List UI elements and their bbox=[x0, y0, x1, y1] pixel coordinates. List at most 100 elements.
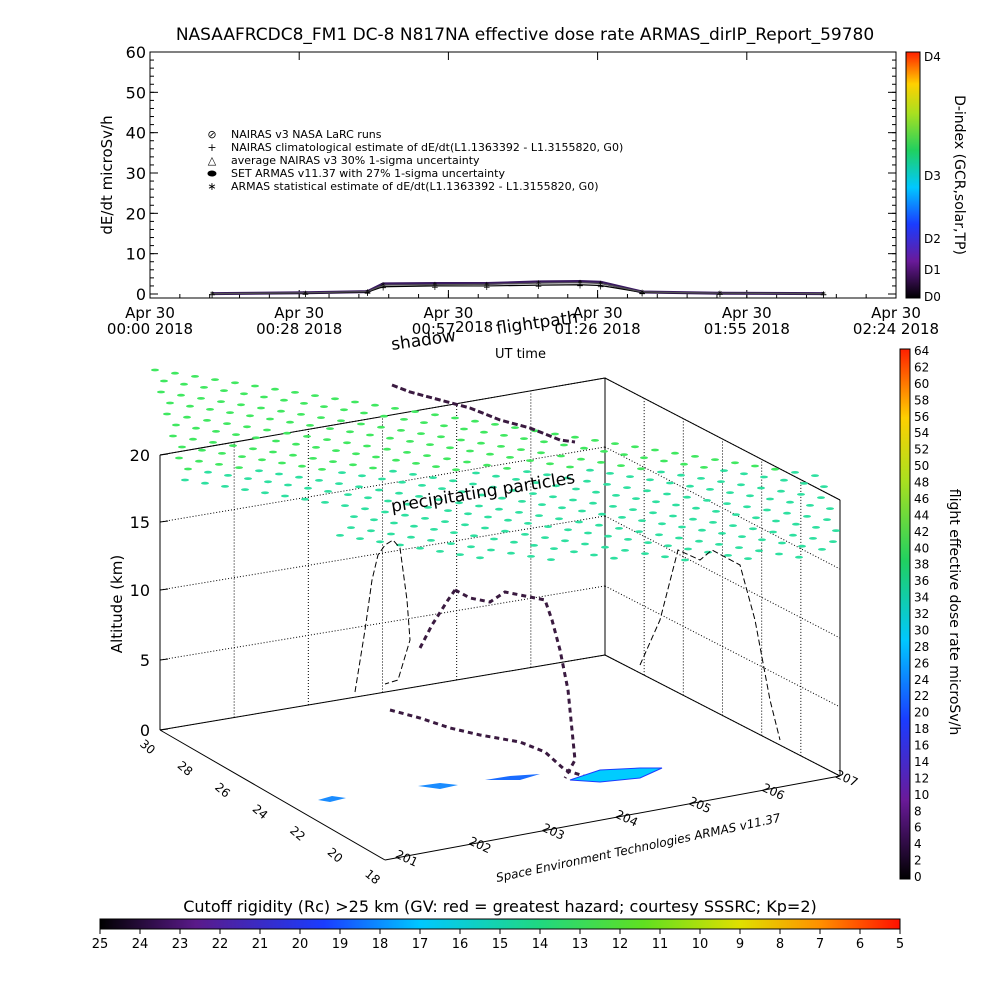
shadow-track bbox=[391, 383, 576, 444]
precip-marker bbox=[231, 381, 239, 385]
precip-marker bbox=[684, 547, 692, 551]
precip-marker bbox=[346, 430, 354, 434]
rigidity-patch bbox=[318, 796, 346, 802]
precip-marker bbox=[309, 457, 317, 460]
precip-marker bbox=[298, 464, 306, 468]
dose-tick-label: 50 bbox=[914, 459, 929, 473]
precip-marker bbox=[826, 507, 834, 510]
precip-marker bbox=[640, 456, 648, 460]
precip-marker bbox=[706, 488, 714, 491]
precip-marker bbox=[530, 544, 538, 547]
rigidity-patch bbox=[485, 774, 540, 780]
precip-marker bbox=[610, 556, 618, 560]
precip-marker bbox=[601, 545, 609, 549]
precip-marker bbox=[740, 472, 748, 476]
precip-marker bbox=[486, 452, 494, 456]
precip-marker bbox=[715, 543, 723, 546]
dose-tick-label: 34 bbox=[914, 591, 929, 605]
dose-tick-label: 30 bbox=[914, 623, 929, 637]
precip-marker bbox=[212, 430, 220, 433]
series-point: + bbox=[302, 290, 310, 300]
precip-marker bbox=[157, 390, 165, 394]
precip-marker bbox=[769, 530, 777, 534]
series-point: + bbox=[576, 282, 584, 292]
precip-marker bbox=[570, 550, 578, 554]
precip-marker bbox=[489, 485, 497, 489]
latitude-tick-label: 22 bbox=[287, 823, 308, 844]
latitude-tick-label: 24 bbox=[250, 802, 271, 823]
precip-marker bbox=[511, 426, 519, 429]
precip-marker bbox=[355, 485, 363, 489]
precip-marker bbox=[523, 470, 531, 473]
precip-marker bbox=[412, 462, 420, 465]
precip-marker bbox=[177, 393, 185, 397]
altitude-tick-mark bbox=[159, 728, 169, 731]
x-tick-label-line1: Apr 30 bbox=[573, 304, 623, 322]
precip-marker bbox=[644, 541, 652, 544]
altitude-tick-mark bbox=[159, 588, 169, 591]
cutoff-ticks: 25 24 23 22 21 20 19 18 17 16 15 14 13 12 11 10 9 8 7 6 5 bbox=[92, 929, 904, 952]
precip-marker bbox=[444, 509, 452, 512]
precip-marker bbox=[540, 440, 548, 444]
series-point: + bbox=[638, 289, 646, 299]
series-point: + bbox=[483, 283, 491, 293]
precip-marker bbox=[392, 458, 400, 462]
precip-marker bbox=[487, 548, 495, 552]
precip-marker bbox=[358, 474, 366, 478]
cutoff-tick-label: 17 bbox=[412, 937, 429, 952]
precip-marker bbox=[504, 518, 512, 522]
precip-marker bbox=[249, 447, 257, 451]
precip-marker bbox=[409, 473, 417, 476]
legend-symbol: △ bbox=[208, 154, 217, 167]
precip-marker bbox=[426, 443, 434, 446]
dose-colorbar-ticks: 0246810121416182022242628303234363840424… bbox=[914, 344, 929, 884]
precip-marker bbox=[300, 402, 308, 405]
cutoff-tick-label: 14 bbox=[532, 937, 549, 952]
precip-marker bbox=[829, 540, 837, 543]
precip-marker bbox=[600, 450, 608, 453]
x-tick-label-line2: 01:26 2018 bbox=[555, 320, 641, 338]
precip-marker bbox=[551, 432, 559, 436]
legend-entry: SET ARMAS v11.37 with 27% 1-sigma uncert… bbox=[231, 167, 505, 180]
precip-marker bbox=[555, 517, 563, 521]
precip-marker bbox=[803, 515, 811, 518]
cutoff-tick-label: 15 bbox=[492, 937, 509, 952]
precip-marker bbox=[297, 413, 305, 416]
cutoff-tick-label: 9 bbox=[736, 937, 744, 952]
cutoff-title: Cutoff rigidity (Rc) >25 km (GV: red = g… bbox=[183, 897, 817, 916]
precip-marker bbox=[484, 515, 492, 519]
altitude-tick-label: 20 bbox=[130, 446, 150, 465]
series-line bbox=[212, 282, 824, 295]
altitude-tick-label: 5 bbox=[140, 651, 150, 670]
precip-marker bbox=[257, 406, 265, 410]
precip-marker bbox=[416, 546, 424, 550]
legend-entry: average NAIRAS v3 30% 1-sigma uncertaint… bbox=[231, 154, 480, 167]
precip-marker bbox=[224, 474, 232, 477]
precip-marker bbox=[395, 491, 403, 495]
precip-marker bbox=[436, 550, 444, 553]
precip-marker bbox=[812, 526, 820, 529]
precip-marker bbox=[624, 538, 632, 541]
flight-tracks bbox=[318, 383, 781, 802]
precip-marker bbox=[526, 459, 534, 462]
precip-marker bbox=[817, 496, 825, 499]
precip-marker bbox=[286, 420, 294, 424]
rigidity-patch bbox=[569, 767, 663, 783]
y-tick-label: 20 bbox=[126, 204, 146, 223]
chart-title: NASAAFRCDC8_FM1 DC-8 N817NA effective do… bbox=[176, 25, 874, 45]
precip-marker bbox=[678, 525, 686, 529]
precip-marker bbox=[572, 487, 580, 491]
precip-marker bbox=[280, 398, 288, 402]
cutoff-tick-label: 20 bbox=[292, 937, 309, 952]
precip-marker bbox=[390, 521, 398, 525]
precip-marker bbox=[223, 422, 231, 425]
precip-marker bbox=[626, 475, 634, 478]
x-tick-label-line1: Apr 30 bbox=[125, 304, 175, 322]
dose-tick-label: 58 bbox=[914, 393, 929, 407]
precip-marker bbox=[632, 497, 640, 500]
altitude-tick-mark bbox=[159, 453, 169, 456]
precip-marker bbox=[447, 542, 455, 545]
precip-marker bbox=[206, 408, 214, 411]
precip-marker bbox=[410, 524, 418, 528]
